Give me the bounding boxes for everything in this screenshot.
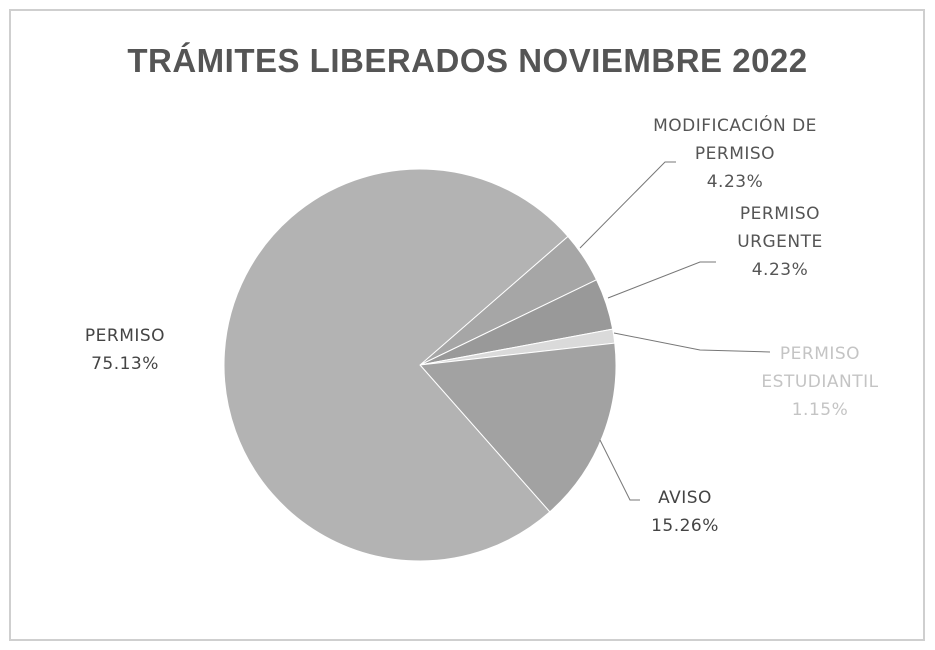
slice-label: PERMISO ESTUDIANTIL 1.15% xyxy=(740,340,900,424)
pie-slice xyxy=(223,168,569,562)
chart-title: TRÁMITES LIBERADOS NOVIEMBRE 2022 xyxy=(127,42,808,79)
pie-slice xyxy=(418,342,617,513)
slice-label: MODIFICACIÓN DE PERMISO 4.23% xyxy=(640,112,830,196)
category-label: PERMISO xyxy=(84,326,166,346)
value-label: 15.26% xyxy=(651,516,719,536)
leader-line xyxy=(599,439,640,501)
category-label: AVISO xyxy=(658,488,712,508)
category-label: PERMISO URGENTE xyxy=(737,204,823,252)
leader-line xyxy=(579,161,676,249)
category-label: PERMISO ESTUDIANTIL xyxy=(761,344,879,392)
slice-label: PERMISO URGENTE 4.23% xyxy=(700,200,860,284)
slice-label: PERMISO 75.13% xyxy=(60,322,190,378)
slice-label: AVISO 15.26% xyxy=(630,484,740,540)
leader-line xyxy=(613,332,771,353)
leader-line xyxy=(607,261,716,299)
value-label: 1.15% xyxy=(791,400,849,420)
value-label: 4.23% xyxy=(751,260,809,280)
category-label: MODIFICACIÓN DE PERMISO xyxy=(653,116,817,164)
value-label: 75.13% xyxy=(91,354,159,374)
value-label: 4.23% xyxy=(706,172,764,192)
